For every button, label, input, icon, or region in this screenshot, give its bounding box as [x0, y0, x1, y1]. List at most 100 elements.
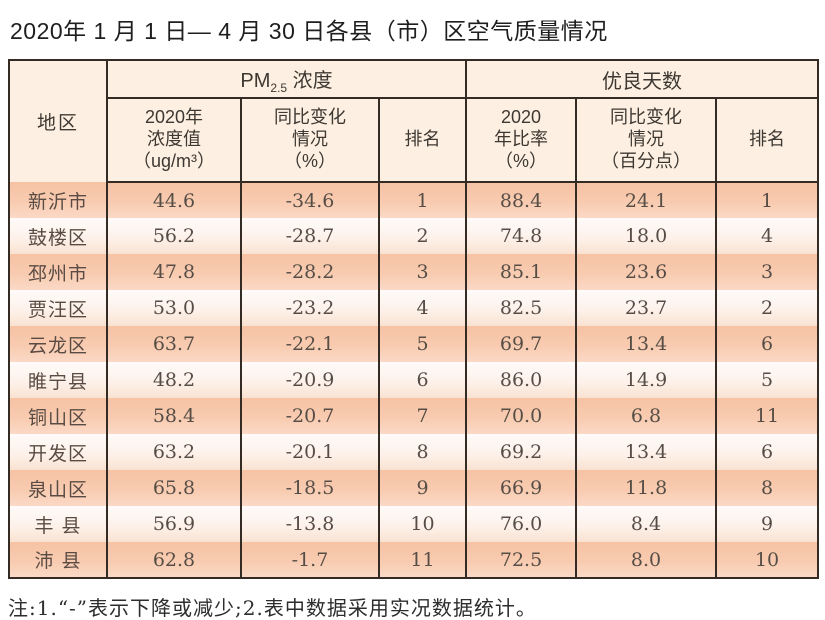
good-rank-cell: 5	[715, 362, 820, 398]
pm-change-cell: -1.7	[240, 542, 380, 578]
page-title: 2020年 1 月 1 日— 4 月 30 日各县（市）区空气质量情况	[10, 18, 608, 44]
pm-change-cell: -23.2	[240, 290, 380, 326]
good-rate-cell: 66.9	[465, 470, 578, 506]
good-rank-cell: 3	[715, 254, 820, 290]
pm-change-cell: -28.2	[240, 254, 380, 290]
good-rate-cell: 82.5	[465, 290, 578, 326]
good-rank-cell: 6	[715, 434, 820, 470]
pm-value-cell: 62.8	[106, 542, 242, 578]
table-row: 新沂市 44.6 -34.6 1 88.4 24.1 1	[8, 182, 820, 218]
good-change-cell: 6.8	[575, 398, 718, 434]
region-cell: 云龙区	[8, 326, 108, 362]
table-row: 泉山区 65.8 -18.5 9 66.9 11.8 8	[8, 470, 820, 506]
pm-change-cell: -28.7	[240, 218, 380, 254]
region-cell: 新沂市	[8, 182, 108, 218]
footnote: 注:1.“-”表示下降或减少;2.表中数据采用实况数据统计。	[8, 596, 537, 620]
region-cell: 开发区	[8, 434, 108, 470]
good-change-cell: 23.7	[575, 290, 718, 326]
good-change-cell: 23.6	[575, 254, 718, 290]
col-header-good-rate: 2020 年比率 （%）	[465, 98, 578, 183]
col-header-pm-value: 2020年 浓度值 （ug/m³）	[106, 98, 242, 183]
pm25-subscript: 2.5	[270, 80, 288, 95]
good-rank-cell: 9	[715, 506, 820, 542]
good-rate-cell: 85.1	[465, 254, 578, 290]
table-row: 睢宁县 48.2 -20.9 6 86.0 14.9 5	[8, 362, 820, 398]
good-rate-cell: 70.0	[465, 398, 578, 434]
good-rate-cell: 69.7	[465, 326, 578, 362]
pm-change-cell: -34.6	[240, 182, 380, 218]
sub-header-row: 2020年 浓度值 （ug/m³） 同比变化 情况 （%） 排名 2020 年比…	[9, 98, 820, 183]
region-cell: 沛 县	[8, 542, 108, 578]
pm-value-cell: 58.4	[106, 398, 242, 434]
col-header-region: 地区	[8, 60, 108, 182]
pm-rank-cell: 6	[377, 362, 468, 398]
good-change-cell: 18.0	[575, 218, 718, 254]
pm-rank-cell: 7	[377, 398, 468, 434]
good-rank-cell: 1	[715, 182, 820, 218]
good-change-cell: 13.4	[575, 326, 718, 362]
good-rank-cell: 8	[715, 470, 820, 506]
group-header-pm25: PM2.5 浓度	[105, 60, 468, 99]
col-header-pm-change: 同比变化 情况 （%）	[240, 98, 380, 183]
pm-rank-cell: 2	[377, 218, 468, 254]
pm25-label-suffix: 浓度	[287, 69, 333, 92]
pm-value-cell: 48.2	[106, 362, 242, 398]
pm-rank-cell: 5	[377, 326, 468, 362]
good-rate-cell: 69.2	[465, 434, 578, 470]
pm-rank-cell: 4	[377, 290, 468, 326]
pm-value-cell: 56.9	[106, 506, 242, 542]
region-cell: 铜山区	[8, 398, 108, 434]
region-cell: 邳州市	[8, 254, 108, 290]
table-row: 云龙区 63.7 -22.1 5 69.7 13.4 6	[8, 326, 820, 362]
group-header-good-days: 优良天数	[465, 60, 820, 99]
table-row: 贾汪区 53.0 -23.2 4 82.5 23.7 2	[8, 290, 820, 326]
good-rate-cell: 76.0	[465, 506, 578, 542]
good-rate-cell: 72.5	[465, 542, 578, 578]
table-row: 鼓楼区 56.2 -28.7 2 74.8 18.0 4	[8, 218, 820, 254]
good-change-cell: 13.4	[575, 434, 718, 470]
col-header-good-change: 同比变化 情况 （百分点）	[575, 98, 718, 183]
pm-rank-cell: 10	[377, 506, 468, 542]
good-rank-cell: 2	[715, 290, 820, 326]
region-cell: 丰 县	[8, 506, 108, 542]
good-rate-cell: 74.8	[465, 218, 578, 254]
good-rank-cell: 10	[715, 542, 820, 578]
pm-rank-cell: 8	[377, 434, 468, 470]
pm25-label-prefix: PM	[240, 69, 271, 92]
region-cell: 睢宁县	[8, 362, 108, 398]
pm-value-cell: 53.0	[106, 290, 242, 326]
good-rate-cell: 86.0	[465, 362, 578, 398]
group-header-row: 地区 PM2.5 浓度 优良天数	[8, 60, 820, 182]
pm-change-cell: -22.1	[240, 326, 380, 362]
table-body: 新沂市 44.6 -34.6 1 88.4 24.1 1 鼓楼区 56.2 -2…	[8, 182, 820, 578]
good-rank-cell: 4	[715, 218, 820, 254]
table-row: 铜山区 58.4 -20.7 7 70.0 6.8 11	[8, 398, 820, 434]
pm-rank-cell: 11	[377, 542, 468, 578]
good-rank-cell: 11	[715, 398, 820, 434]
pm-value-cell: 56.2	[106, 218, 242, 254]
pm-change-cell: -20.1	[240, 434, 380, 470]
col-header-pm-rank: 排名	[377, 98, 468, 183]
pm-value-cell: 47.8	[106, 254, 242, 290]
pm-rank-cell: 9	[377, 470, 468, 506]
good-change-cell: 14.9	[575, 362, 718, 398]
table-row: 邳州市 47.8 -28.2 3 85.1 23.6 3	[8, 254, 820, 290]
pm-change-cell: -20.9	[240, 362, 380, 398]
region-cell: 鼓楼区	[8, 218, 108, 254]
good-change-cell: 24.1	[575, 182, 718, 218]
table-row: 开发区 63.2 -20.1 8 69.2 13.4 6	[8, 434, 820, 470]
pm-value-cell: 63.7	[106, 326, 242, 362]
good-change-cell: 11.8	[575, 470, 718, 506]
good-change-cell: 8.0	[575, 542, 718, 578]
good-rate-cell: 88.4	[465, 182, 578, 218]
region-cell: 泉山区	[8, 470, 108, 506]
pm-change-cell: -18.5	[240, 470, 380, 506]
pm-change-cell: -20.7	[240, 398, 380, 434]
good-rank-cell: 6	[715, 326, 820, 362]
pm-value-cell: 63.2	[106, 434, 242, 470]
pm-value-cell: 44.6	[106, 182, 242, 218]
pm-rank-cell: 1	[377, 182, 468, 218]
table-row: 沛 县 62.8 -1.7 11 72.5 8.0 10	[8, 542, 820, 578]
table-row: 丰 县 56.9 -13.8 10 76.0 8.4 9	[8, 506, 820, 542]
